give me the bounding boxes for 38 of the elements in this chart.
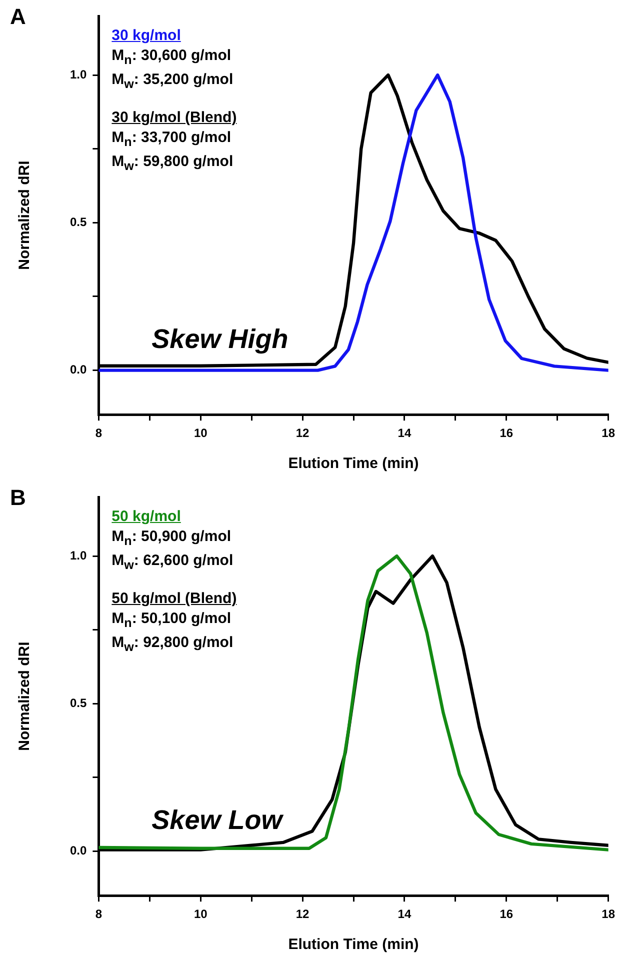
y-tick-label: 0.0 — [70, 844, 87, 858]
y-tick-label: 1.0 — [70, 548, 87, 562]
x-tick-label: 10 — [194, 907, 208, 922]
annotation: Skew High — [152, 324, 288, 356]
chart-title: A — [10, 4, 26, 30]
annotation: M$_{w}$: 35,200 g/mol — [112, 70, 234, 93]
annotation: M$_{n}$: 33,700 g/mol — [112, 128, 232, 151]
chart-title: B — [10, 485, 26, 511]
annotation: Skew Low — [152, 805, 282, 836]
x-tick-label: 12 — [296, 907, 310, 922]
x-tick-label: 12 — [296, 426, 310, 440]
x-tick-label: 8 — [95, 426, 102, 440]
y-tick-label: 0.5 — [70, 214, 87, 229]
y-axis-title: Normalized dRI — [16, 642, 34, 751]
y-tick-label: 0.0 — [70, 362, 87, 377]
x-tick-label: 8 — [95, 907, 102, 922]
x-tick-label: 14 — [398, 907, 412, 922]
y-tick-label: 1.0 — [70, 67, 87, 82]
annotation: M$_{n}$: 30,600 g/mol — [112, 46, 232, 69]
annotation: M$_{n}$: 50,100 g/mol — [112, 609, 232, 632]
x-axis-title: Elution Time (min) — [288, 455, 419, 472]
annotation: M$_{w}$: 92,800 g/mol — [112, 633, 234, 656]
y-axis-title: Normalized dRI — [16, 160, 34, 270]
annotation: M$_{w}$: 62,600 g/mol — [112, 551, 234, 574]
x-tick-label: 18 — [602, 907, 616, 922]
x-tick-label: 18 — [602, 426, 616, 440]
annotation: M$_{w}$: 59,800 g/mol — [112, 152, 234, 175]
y-tick-label: 0.5 — [70, 696, 87, 710]
x-axis-title: Elution Time (min) — [288, 936, 419, 954]
text: 30 kg/mol (Blend) — [112, 108, 237, 128]
annotation: M$_{n}$: 50,900 g/mol — [112, 527, 232, 550]
text: 30 kg/mol — [112, 26, 182, 46]
x-tick-label: 14 — [398, 426, 412, 440]
x-tick-label: 10 — [194, 426, 208, 440]
text: 50 kg/mol (Blend) — [112, 589, 237, 609]
text: 50 kg/mol — [112, 507, 182, 527]
x-tick-label: 16 — [500, 907, 514, 922]
x-tick-label: 16 — [500, 426, 514, 440]
